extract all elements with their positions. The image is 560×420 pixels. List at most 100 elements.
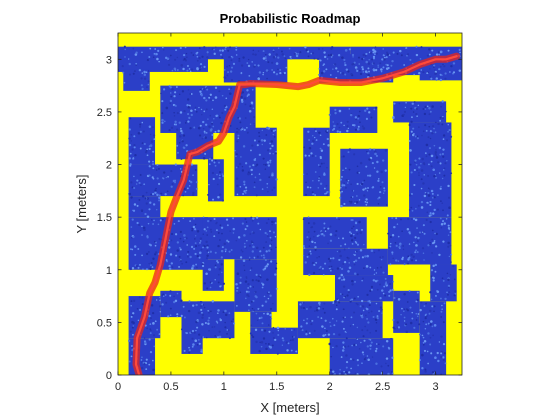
roadmap-sample-point	[213, 52, 216, 56]
roadmap-sample-point	[242, 145, 246, 148]
roadmap-sample-point	[360, 341, 362, 344]
roadmap-sample-point	[363, 267, 365, 269]
roadmap-sample-point	[375, 362, 378, 365]
roadmap-sample-point	[423, 174, 425, 176]
roadmap-sample-point	[308, 139, 310, 141]
roadmap-sample-point	[430, 160, 433, 163]
roadmap-sample-point	[257, 64, 260, 67]
roadmap-sample-point	[303, 157, 307, 161]
roadmap-sample-point	[265, 56, 267, 58]
roadmap-sample-point	[427, 194, 431, 197]
roadmap-sample-point	[244, 280, 248, 283]
roadmap-sample-point	[269, 313, 272, 317]
roadmap-sample-point	[331, 268, 334, 271]
roadmap-sample-point	[412, 255, 415, 259]
roadmap-sample-point	[225, 97, 228, 100]
roadmap-sample-point	[174, 163, 178, 166]
roadmap-sample-point	[382, 256, 384, 258]
roadmap-sample-point	[450, 172, 453, 175]
roadmap-sample-point	[265, 69, 269, 72]
roadmap-sample-point	[179, 135, 182, 138]
roadmap-sample-point	[268, 259, 271, 261]
roadmap-sample-point	[267, 164, 271, 167]
roadmap-sample-point	[384, 277, 387, 280]
roadmap-sample-point	[133, 203, 137, 206]
roadmap-sample-point	[343, 202, 346, 206]
roadmap-sample-point	[442, 155, 445, 158]
free-space-region	[123, 69, 150, 91]
roadmap-sample-point	[448, 196, 451, 199]
roadmap-sample-point	[152, 160, 154, 163]
roadmap-sample-point	[360, 313, 363, 315]
roadmap-sample-point	[325, 68, 328, 71]
roadmap-sample-point	[392, 51, 395, 54]
roadmap-sample-point	[388, 290, 391, 293]
roadmap-sample-point	[326, 191, 329, 193]
roadmap-sample-point	[215, 320, 218, 323]
roadmap-sample-point	[244, 186, 248, 189]
roadmap-sample-point	[236, 289, 238, 292]
roadmap-sample-point	[269, 159, 272, 162]
roadmap-sample-point	[347, 270, 350, 273]
roadmap-sample-point	[433, 310, 435, 313]
roadmap-sample-point	[350, 72, 353, 76]
roadmap-sample-point	[435, 53, 439, 56]
roadmap-sample-point	[281, 53, 285, 56]
roadmap-sample-point	[154, 53, 156, 56]
y-tick-label: 0.5	[97, 317, 112, 329]
roadmap-sample-point	[375, 302, 378, 305]
roadmap-sample-point	[203, 306, 206, 309]
roadmap-sample-point	[216, 322, 219, 324]
roadmap-sample-point	[427, 202, 429, 204]
roadmap-sample-point	[260, 345, 263, 348]
roadmap-sample-point	[227, 49, 230, 52]
roadmap-sample-point	[220, 226, 224, 229]
roadmap-sample-point	[328, 259, 332, 263]
roadmap-sample-point	[245, 189, 248, 192]
roadmap-sample-point	[356, 182, 359, 186]
roadmap-sample-point	[243, 234, 246, 237]
roadmap-sample-point	[214, 266, 217, 269]
roadmap-sample-point	[189, 93, 192, 96]
roadmap-sample-point	[256, 319, 259, 322]
roadmap-sample-point	[341, 267, 344, 271]
roadmap-sample-point	[211, 134, 214, 137]
roadmap-sample-point	[340, 356, 343, 358]
roadmap-sample-point	[421, 334, 424, 337]
roadmap-sample-point	[362, 58, 365, 60]
roadmap-sample-point	[439, 78, 443, 82]
roadmap-sample-point	[347, 179, 350, 182]
roadmap-sample-point	[345, 366, 348, 369]
roadmap-sample-point	[162, 218, 164, 221]
roadmap-sample-point	[359, 161, 363, 165]
roadmap-sample-point	[323, 302, 326, 305]
roadmap-sample-point	[274, 152, 277, 155]
roadmap-sample-point	[418, 71, 421, 75]
roadmap-sample-point	[367, 73, 370, 77]
roadmap-sample-point	[324, 327, 326, 330]
roadmap-sample-point	[169, 86, 172, 89]
roadmap-sample-point	[424, 370, 427, 373]
roadmap-sample-point	[246, 225, 248, 227]
roadmap-sample-point	[247, 282, 250, 286]
roadmap-sample-point	[195, 303, 198, 307]
roadmap-sample-point	[338, 333, 341, 336]
roadmap-sample-point	[187, 250, 190, 253]
roadmap-sample-point	[237, 236, 241, 239]
roadmap-sample-point	[150, 262, 153, 264]
roadmap-sample-point	[255, 165, 257, 168]
roadmap-sample-point	[358, 199, 361, 201]
roadmap-sample-point	[441, 220, 444, 223]
roadmap-sample-point	[343, 370, 345, 373]
roadmap-sample-point	[366, 307, 369, 311]
roadmap-sample-point	[305, 330, 308, 333]
roadmap-sample-point	[164, 56, 168, 60]
roadmap-sample-point	[186, 69, 189, 72]
x-tick-label: 1.5	[269, 381, 284, 393]
roadmap-sample-point	[396, 52, 399, 55]
roadmap-sample-point	[141, 254, 143, 257]
roadmap-sample-point	[383, 187, 386, 190]
roadmap-sample-point	[344, 373, 347, 375]
roadmap-sample-point	[260, 328, 264, 332]
roadmap-sample-point	[389, 263, 392, 266]
